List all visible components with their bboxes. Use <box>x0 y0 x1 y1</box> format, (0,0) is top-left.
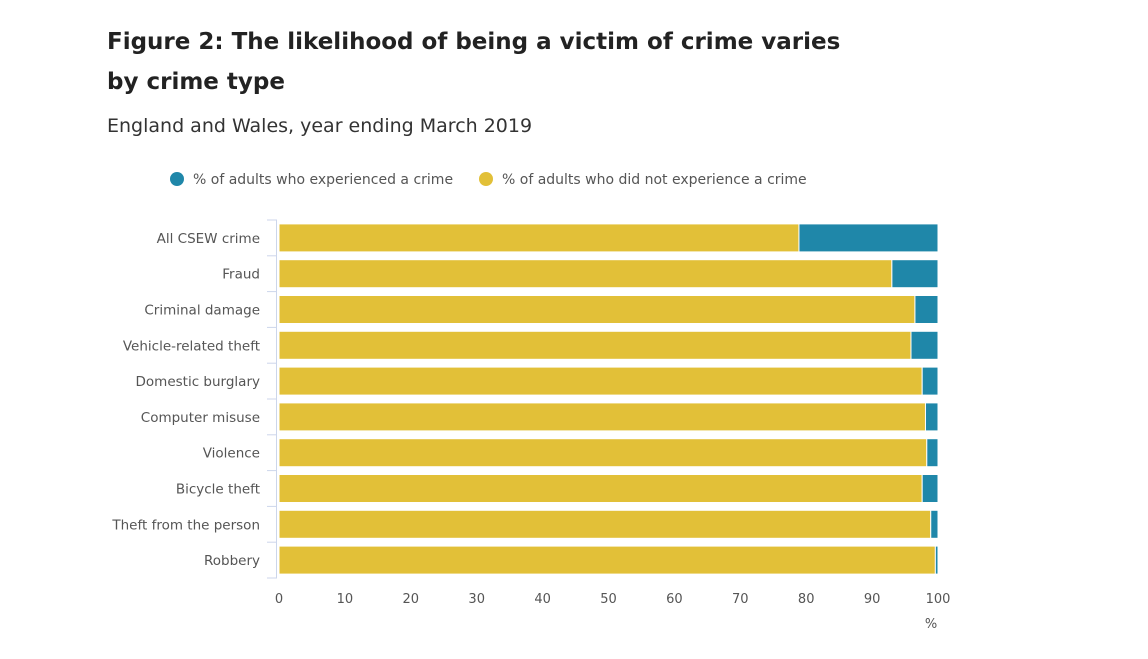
bar-segment[interactable] <box>278 474 923 503</box>
x-axis: 0 10 20 30 40 50 60 70 80 90 100% <box>275 592 951 632</box>
bar-segment[interactable] <box>930 509 939 539</box>
x-tick-label: 80 <box>798 592 815 607</box>
y-axis: All CSEW crime Fraud Criminal damage Vehicl… <box>111 219 277 579</box>
x-tick-label: 50 <box>600 592 617 607</box>
bar-segment[interactable] <box>910 330 939 360</box>
category-label: Criminal damage <box>144 303 260 319</box>
x-tick-label: 40 <box>534 592 551 607</box>
bar-segment[interactable] <box>934 545 939 575</box>
category-label: Vehicle-related theft <box>123 338 260 354</box>
category-label: Fraud <box>222 267 260 283</box>
category-label: Domestic burglary <box>136 374 260 390</box>
legend-marker <box>479 172 493 186</box>
bar-segment[interactable] <box>914 295 939 324</box>
chart-title: Figure 2: The likelihood of being a vict… <box>107 29 841 95</box>
bar-segment[interactable] <box>921 366 939 396</box>
bar-segment[interactable] <box>921 474 939 503</box>
x-tick-label: 70 <box>732 592 749 607</box>
legend: % of adults who experienced a crime % of … <box>170 172 807 188</box>
category-label: Theft from the person <box>111 517 260 533</box>
legend-label: % of adults who experienced a crime <box>193 172 453 188</box>
bars <box>278 223 939 575</box>
bar-segment[interactable] <box>798 223 939 253</box>
legend-marker <box>170 172 184 186</box>
bar-segment[interactable] <box>278 223 800 253</box>
bar-segment[interactable] <box>278 509 932 539</box>
bar-segment[interactable] <box>891 259 939 289</box>
x-tick-label: 10 <box>337 592 354 607</box>
category-label: All CSEW crime <box>157 231 260 247</box>
x-tick-label: 30 <box>468 592 485 607</box>
bar-segment[interactable] <box>278 438 928 468</box>
legend-item[interactable]: % of adults who experienced a crime <box>170 172 453 188</box>
x-tick-label: 20 <box>403 592 420 607</box>
bar-segment[interactable] <box>278 295 916 324</box>
x-tick-label: 90 <box>864 592 881 607</box>
x-tick-label: 60 <box>666 592 683 607</box>
bar-segment[interactable] <box>926 438 939 468</box>
bar-segment[interactable] <box>278 366 923 396</box>
chart-subtitle: England and Wales, year ending March 201… <box>107 115 533 137</box>
category-label: Bicycle theft <box>176 482 260 498</box>
legend-label: % of adults who did not experience a cri… <box>502 172 807 188</box>
x-tick-label: 100 <box>926 592 951 607</box>
bar-segment[interactable] <box>278 259 893 289</box>
category-label: Computer misuse <box>141 410 260 426</box>
legend-item[interactable]: % of adults who did not experience a cri… <box>479 172 807 188</box>
bar-segment[interactable] <box>278 402 926 432</box>
bar-segment[interactable] <box>278 545 936 575</box>
bar-segment[interactable] <box>278 330 912 360</box>
x-axis-unit-label: % <box>925 617 937 632</box>
category-label: Violence <box>203 446 260 462</box>
bar-segment[interactable] <box>924 402 939 432</box>
x-tick-label: 0 <box>275 592 283 607</box>
category-label: Robbery <box>204 553 260 569</box>
